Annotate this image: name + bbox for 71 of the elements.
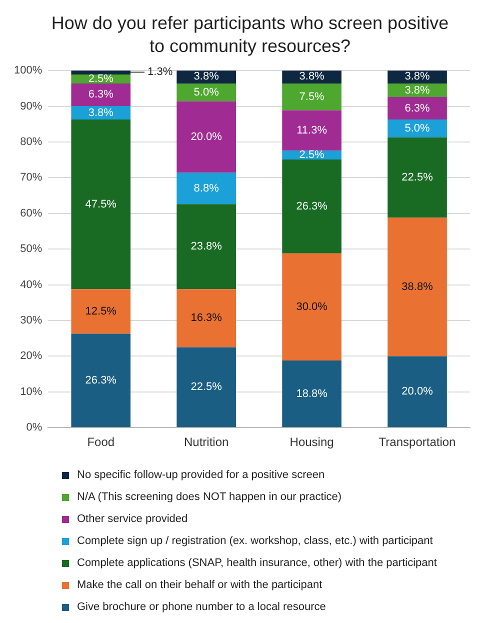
data-label: 6.3% [404, 102, 430, 114]
bar [71, 289, 131, 334]
data-label: 11.3% [296, 124, 328, 136]
data-label: 20.0% [402, 386, 434, 398]
data-label: 26.3% [296, 200, 328, 212]
data-label: 3.8% [88, 106, 114, 119]
data-label: 1.3% [148, 66, 173, 78]
bar [282, 83, 342, 110]
bar [176, 347, 236, 428]
data-label: 3.8% [299, 70, 325, 83]
bar [71, 83, 131, 106]
data-label: 3.8% [404, 70, 430, 83]
data-label: 7.5% [299, 90, 325, 103]
x-tick-label: Transportation [378, 435, 456, 450]
data-label: 3.8% [404, 84, 430, 96]
data-label: 26.3% [85, 374, 117, 386]
data-label: 16.3% [190, 312, 222, 324]
bar [71, 120, 131, 290]
bar [388, 97, 447, 120]
bar [176, 289, 236, 348]
data-label: 12.5% [85, 305, 117, 318]
data-label: 6.3% [88, 88, 114, 101]
data-label: 8.8% [194, 182, 220, 194]
y-tick-label: 100% [14, 64, 42, 77]
data-label: 22.5% [402, 172, 434, 184]
y-tick-label: 10% [20, 386, 42, 398]
bar [71, 334, 131, 428]
bar [282, 110, 342, 151]
data-label: 22.5% [190, 381, 222, 394]
bar [176, 172, 236, 204]
y-tick-label: 70% [20, 172, 42, 184]
data-label: 38.8% [402, 280, 434, 293]
bar [282, 159, 342, 254]
legend-label: Other service provided [77, 513, 188, 525]
y-tick-label: 20% [20, 350, 42, 362]
bar [388, 218, 447, 356]
bar [388, 137, 447, 218]
legend-label: Complete sign up / registration (ex. workshop, class, etc.) with participant [77, 535, 433, 547]
y-tick-label: 0% [26, 422, 42, 434]
data-label: 20.0% [190, 131, 222, 144]
x-tick-label: Nutrition [184, 435, 229, 450]
data-label: 5.0% [404, 122, 430, 134]
y-tick-label: 60% [20, 207, 42, 220]
data-label: 2.5% [88, 73, 114, 86]
legend-label: No specific follow-up provided for a positive screen [77, 469, 325, 481]
data-label: 2.5% [299, 149, 325, 162]
bar [176, 204, 236, 290]
legend-label: Complete applications (SNAP, health insurance, other) with the participant [77, 557, 437, 569]
legend-label: Make the call on their behalf or with the participant [77, 579, 322, 591]
bar [388, 120, 447, 138]
data-label: 5.0% [194, 86, 220, 98]
y-tick-label: 90% [20, 100, 42, 112]
data-label: 47.5% [85, 198, 117, 210]
legend-label: Give brochure or phone number to a local resource [77, 601, 326, 613]
x-tick-label: Food [87, 435, 115, 450]
y-tick-label: 30% [20, 314, 42, 327]
bar [282, 360, 342, 428]
bar [282, 253, 342, 360]
bar [176, 83, 236, 102]
data-label: 23.8% [190, 240, 222, 253]
data-label: 18.8% [296, 388, 328, 400]
bar [176, 101, 236, 173]
chart-title: How do you refer participants who screen positive to community resources? [50, 12, 450, 58]
legend-label: N/A (This screening does NOT happen in our practice) [77, 491, 342, 503]
y-tick-label: 40% [20, 278, 42, 291]
y-tick-label: 80% [20, 136, 42, 148]
data-label: 3.8% [194, 70, 220, 83]
y-tick-label: 50% [20, 243, 42, 256]
data-label: 30.0% [296, 300, 328, 313]
bar [388, 356, 447, 428]
x-tick-label: Housing [290, 435, 334, 450]
